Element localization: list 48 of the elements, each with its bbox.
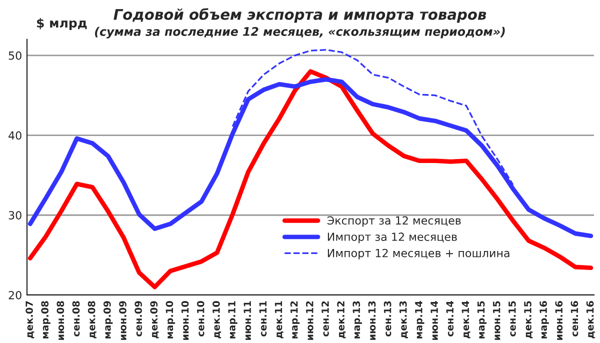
- x-tick-label: мар.09: [103, 301, 113, 338]
- x-tick-label: мар.10: [166, 301, 176, 338]
- x-tick-label: июн.16: [555, 301, 563, 340]
- x-tick-label: июн.14: [430, 300, 438, 340]
- x-tick-label: дек.14: [462, 300, 470, 338]
- y-tick-label: 50: [8, 51, 22, 60]
- x-tick-label: сен.16: [570, 301, 578, 336]
- x-tick-label: июн.13: [368, 301, 376, 340]
- chart-title: Годовой объем экспорта и импорта товаров: [114, 8, 486, 23]
- x-tick-label: мар.16: [540, 301, 549, 338]
- y-tick-label: 20: [8, 290, 22, 300]
- x-tick-label: сен.08: [72, 301, 80, 336]
- x-tick-label: мар.14: [415, 300, 424, 338]
- x-tick-label: сен.09: [134, 301, 142, 336]
- x-tick-label: сен.13: [384, 301, 392, 336]
- x-tick-label: дек.07: [26, 301, 34, 338]
- x-tick-label: мар.11: [228, 301, 238, 338]
- x-tick-label: мар.13: [352, 301, 362, 338]
- x-tick-label: июн.11: [244, 301, 252, 340]
- x-tick-label: дек.15: [524, 301, 533, 338]
- y-axis-title: $ млрд: [36, 18, 87, 30]
- x-tick-label: сен.14: [446, 300, 454, 336]
- x-tick-label: июн.09: [119, 301, 126, 340]
- x-tick-label: июн.10: [181, 301, 189, 340]
- x-tick-label: дек.11: [274, 301, 284, 338]
- x-tick-label: мар.12: [290, 301, 300, 338]
- x-tick-label: июн.12: [306, 301, 314, 340]
- x-tick-label: дек.10: [212, 301, 222, 338]
- x-tick-label: дек.12: [337, 301, 346, 338]
- y-tick-label: 30: [8, 211, 22, 220]
- x-tick-label: мар.15: [477, 301, 487, 338]
- x-tick-label: дек.16: [586, 301, 595, 338]
- chart-subtitle: (сумма за последние 12 месяцев, «скользящим периодом»): [95, 26, 505, 38]
- y-tick-label: 40: [8, 131, 22, 140]
- x-tick-label: дек.08: [88, 301, 96, 338]
- x-tick-label: мар.08: [41, 301, 50, 338]
- x-tick-label: сен.15: [508, 301, 516, 336]
- x-tick-label: сен.11: [259, 301, 267, 336]
- x-tick-label: июн.08: [56, 301, 64, 340]
- x-tick-label: сен.10: [196, 301, 204, 336]
- x-tick-label: сен.12: [322, 301, 329, 336]
- line-series: [28, 69, 594, 290]
- legend-label: Импорт за 12 месяцев: [328, 232, 457, 244]
- legend-label: Импорт 12 месяцев + пошлина: [328, 248, 510, 260]
- x-tick-label: дек.13: [399, 301, 408, 338]
- legend-label: Экспорт за 12 месяцев: [327, 216, 461, 227]
- x-tick-label: дек.09: [150, 301, 159, 338]
- x-tick-label: июн.15: [493, 301, 500, 340]
